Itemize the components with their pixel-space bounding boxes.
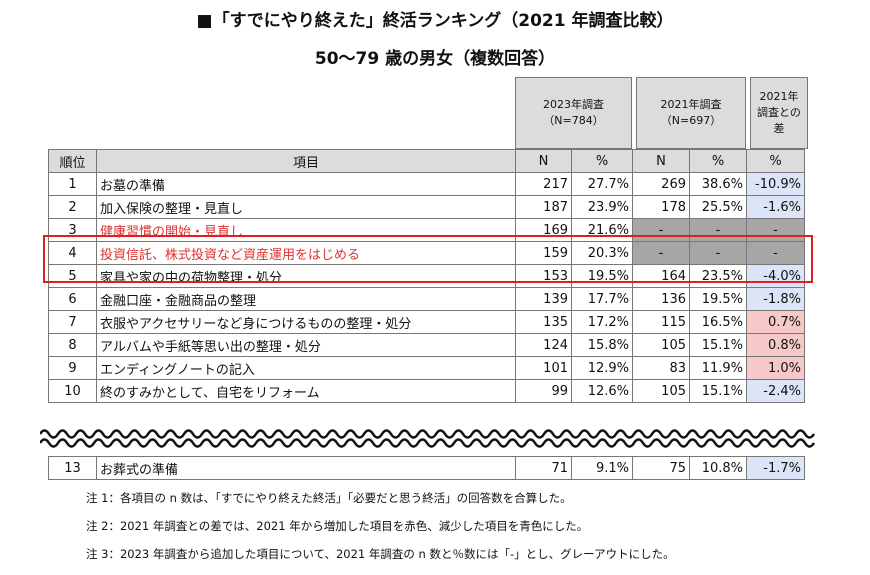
n-2023-cell: 99 [515, 379, 572, 403]
item-cell: お葬式の準備 [96, 456, 516, 480]
n-2021-cell: 136 [632, 287, 690, 311]
note-2: 注 2：2021 年調査との差では、2021 年から増加した項目を赤色、減少した… [86, 519, 589, 533]
ranking-table: 順位 項目 N % N % % 1 お墓の準備 217 27.7% 269 38.6% -1… [48, 149, 805, 403]
item-cell: 加入保険の整理・見直し [96, 195, 516, 219]
table-row: 7 衣服やアクセサリーなど身につけるものの整理・処分 135 17.2% 115 16.5… [48, 310, 805, 334]
n-2023-cell: 71 [515, 456, 572, 480]
item-cell: 終のすみかとして、自宅をリフォーム [96, 379, 516, 403]
rank-cell: 2 [48, 195, 97, 219]
pct-2023-cell: 20.3% [571, 241, 633, 265]
n-2021-cell: 269 [632, 172, 690, 196]
col-rank: 順位 [48, 149, 97, 173]
pct-2021-cell: 15.1% [689, 333, 747, 357]
diff-cell: -1.8% [746, 287, 805, 311]
diff-cell: -1.7% [746, 456, 805, 480]
table-row: 8 アルバムや手紙等思い出の整理・処分 124 15.8% 105 15.1% 0.8% [48, 333, 805, 357]
note-1: 注 1：各項目の n 数は、「すでにやり終えた終活」「必要だと思う終活」の回答数… [86, 491, 572, 505]
header-diff-label: 2021年 調査との 差 [757, 90, 801, 135]
n-2023-cell: 159 [515, 241, 572, 265]
item-cell: 投資信託、株式投資など資産運用をはじめる [96, 241, 516, 265]
n-2023-cell: 139 [515, 287, 572, 311]
rank-cell: 7 [48, 310, 97, 334]
highlight-box [43, 235, 813, 283]
col-diff: % [746, 149, 805, 173]
n-2021-cell: 105 [632, 379, 690, 403]
pct-2021-cell: 11.9% [689, 356, 747, 380]
item-cell: アルバムや手紙等思い出の整理・処分 [96, 333, 516, 357]
table-row: 9 エンディングノートの記入 101 12.9% 83 11.9% 1.0% [48, 356, 805, 380]
pct-2021-cell: 38.6% [689, 172, 747, 196]
pct-2023-cell: 27.7% [571, 172, 633, 196]
rank-cell: 9 [48, 356, 97, 380]
note-3: 注 3：2023 年調査から追加した項目について、2021 年調査の n 数と％… [86, 547, 675, 561]
diff-cell: 0.7% [746, 310, 805, 334]
diff-cell: 1.0% [746, 356, 805, 380]
pct-2023-cell: 19.5% [571, 264, 633, 288]
n-2023-cell: 217 [515, 172, 572, 196]
pct-2021-cell: 16.5% [689, 310, 747, 334]
table-row: 1 お墓の準備 217 27.7% 269 38.6% -10.9% [48, 172, 805, 196]
n-2021-cell: 178 [632, 195, 690, 219]
pct-2023-cell: 23.9% [571, 195, 633, 219]
n-2023-cell: 153 [515, 264, 572, 288]
rank-cell: 8 [48, 333, 97, 357]
item-cell: 衣服やアクセサリーなど身につけるものの整理・処分 [96, 310, 516, 334]
col-pct-2021: % [689, 149, 747, 173]
table-row: 13 お葬式の準備 71 9.1% 75 10.8% -1.7% [48, 456, 805, 480]
table-row: 3 健康習慣の開始・見直し 169 21.6% - - - [48, 218, 805, 242]
pct-2023-cell: 12.9% [571, 356, 633, 380]
pct-2021-cell: 10.8% [689, 456, 747, 480]
rank-cell: 6 [48, 287, 97, 311]
item-cell: お墓の準備 [96, 172, 516, 196]
pct-2021-cell: 19.5% [689, 287, 747, 311]
pct-2023-cell: 17.2% [571, 310, 633, 334]
header-2023-survey-label: 2023年調査 （N=784） [543, 98, 604, 127]
header-2021-survey: 2021年調査 （N=697） [636, 77, 746, 149]
pct-2021-cell: 15.1% [689, 379, 747, 403]
col-pct-2023: % [571, 149, 633, 173]
diff-cell: -2.4% [746, 379, 805, 403]
item-cell: エンディングノートの記入 [96, 356, 516, 380]
table-row: 4 投資信託、株式投資など資産運用をはじめる 159 20.3% - - - [48, 241, 805, 265]
pct-2021-cell: 23.5% [689, 264, 747, 288]
n-2023-cell: 135 [515, 310, 572, 334]
n-2023-cell: 101 [515, 356, 572, 380]
col-n-2021: N [632, 149, 690, 173]
rank-cell: 13 [48, 456, 97, 480]
pct-2023-cell: 17.7% [571, 287, 633, 311]
pct-2023-cell: 15.8% [571, 333, 633, 357]
omission-wave [40, 429, 816, 448]
pct-2021-cell: 25.5% [689, 195, 747, 219]
pct-2021-cell: - [689, 241, 747, 265]
pct-2023-cell: 9.1% [571, 456, 633, 480]
n-2023-cell: 187 [515, 195, 572, 219]
n-2021-cell: 105 [632, 333, 690, 357]
page-subtitle: 50～79 歳の男女（複数回答） [314, 49, 556, 69]
diff-cell: 0.8% [746, 333, 805, 357]
n-2021-cell: 75 [632, 456, 690, 480]
col-n-2023: N [515, 149, 572, 173]
item-cell: 金融口座・金融商品の整理 [96, 287, 516, 311]
diff-cell: - [746, 241, 805, 265]
n-2021-cell: 115 [632, 310, 690, 334]
table-header-row: 順位 項目 N % N % % [48, 149, 805, 173]
table-row: 2 加入保険の整理・見直し 187 23.9% 178 25.5% -1.6% [48, 195, 805, 219]
diff-cell: -1.6% [746, 195, 805, 219]
n-2021-cell: 83 [632, 356, 690, 380]
n-2023-cell: 124 [515, 333, 572, 357]
header-2023-survey: 2023年調査 （N=784） [515, 77, 632, 149]
rank-cell: 10 [48, 379, 97, 403]
table-row: 6 金融口座・金融商品の整理 139 17.7% 136 19.5% -1.8% [48, 287, 805, 311]
rank-cell: 3 [48, 218, 97, 242]
rank-cell: 1 [48, 172, 97, 196]
page-title: ■「すでにやり終えた」終活ランキング（2021 年調査比較） [196, 11, 674, 31]
diff-cell: -10.9% [746, 172, 805, 196]
pct-2023-cell: 12.6% [571, 379, 633, 403]
col-item: 項目 [96, 149, 516, 173]
header-diff: 2021年 調査との 差 [750, 77, 808, 149]
ranking-table-tail: 13 お葬式の準備 71 9.1% 75 10.8% -1.7% [48, 456, 805, 480]
header-2021-survey-label: 2021年調査 （N=697） [660, 98, 722, 127]
table-row: 10 終のすみかとして、自宅をリフォーム 99 12.6% 105 15.1% -2.4% [48, 379, 805, 403]
